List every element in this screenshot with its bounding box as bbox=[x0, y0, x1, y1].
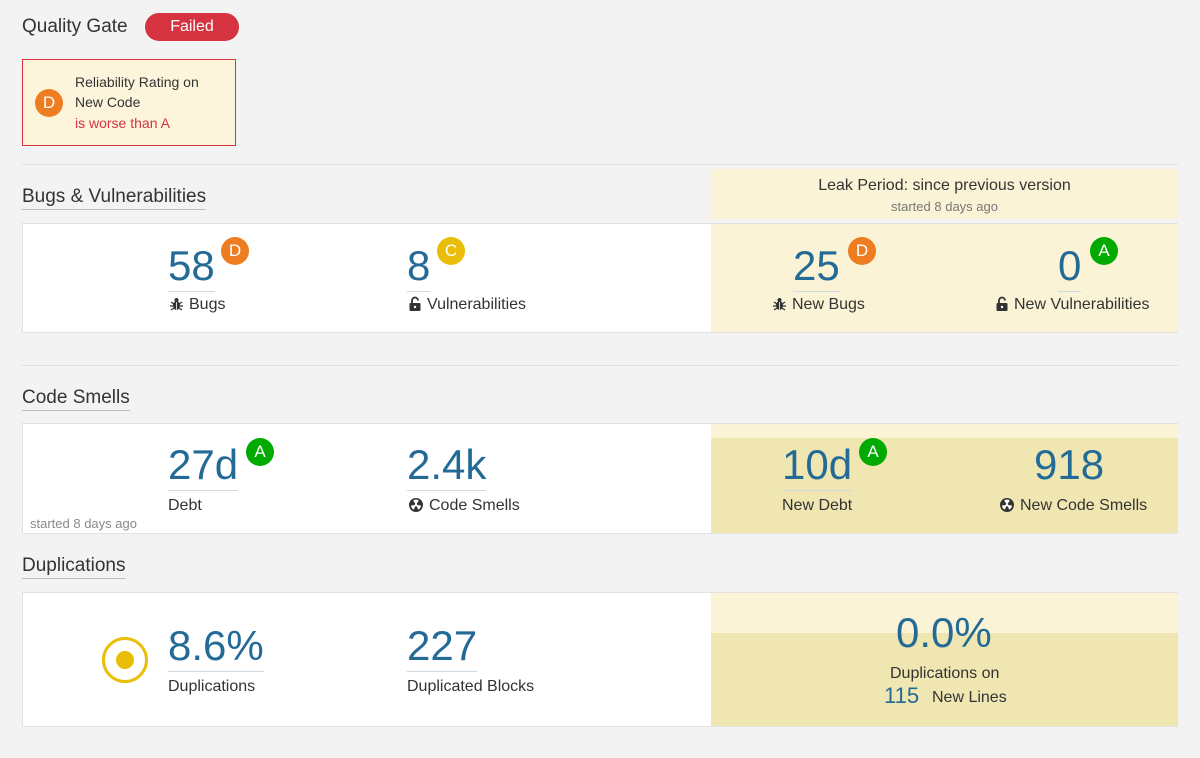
vulnerabilities-label: Vulnerabilities bbox=[409, 296, 526, 316]
condition-operator-label: is worse than A bbox=[75, 115, 170, 131]
quality-gate-title: Quality Gate bbox=[22, 16, 128, 37]
debt-value[interactable]: 27d bbox=[168, 441, 239, 491]
new-vulnerabilities-label-text: New Vulnerabilities bbox=[1014, 296, 1150, 313]
new-code-smells-label-text: New Code Smells bbox=[1020, 497, 1148, 514]
new-debt-value[interactable]: 10d bbox=[782, 441, 853, 491]
new-lines-value[interactable]: 115 bbox=[884, 683, 920, 708]
new-bugs-value[interactable]: 25 bbox=[793, 242, 840, 292]
new-code-smells-label: New Code Smells bbox=[1000, 497, 1147, 517]
leak-area-top bbox=[711, 593, 1178, 633]
radiation-icon bbox=[1000, 498, 1014, 517]
new-vulnerabilities-label: New Vulnerabilities bbox=[996, 296, 1149, 316]
leak-area bbox=[711, 424, 1178, 533]
leak-area-top bbox=[711, 424, 1178, 438]
leak-period-started: started 8 days ago bbox=[891, 199, 998, 214]
vulnerabilities-label-text: Vulnerabilities bbox=[427, 296, 527, 313]
bugs-value[interactable]: 58 bbox=[168, 242, 215, 292]
new-duplications-value[interactable]: 0.0% bbox=[896, 609, 992, 656]
bug-icon bbox=[773, 297, 786, 316]
new-vulnerabilities-value[interactable]: 0 bbox=[1058, 242, 1082, 292]
duplicated-blocks-label: Duplicated Blocks bbox=[407, 678, 535, 695]
new-bugs-rating-badge[interactable]: D bbox=[848, 237, 876, 265]
new-duplications-label: Duplications on bbox=[890, 665, 1000, 682]
new-lines-label: New Lines bbox=[932, 689, 1007, 706]
code-smells-label-text: Code Smells bbox=[429, 497, 520, 514]
unlock-icon bbox=[996, 296, 1008, 316]
unlock-icon bbox=[409, 296, 421, 316]
vulnerabilities-value[interactable]: 8 bbox=[407, 242, 431, 292]
code-smells-started: started 8 days ago bbox=[30, 516, 137, 531]
debt-rating-badge[interactable]: A bbox=[246, 438, 274, 466]
duplications-donut-icon bbox=[101, 636, 149, 684]
condition-metric-label: Reliability Rating on New Code bbox=[75, 74, 199, 110]
bugs-vulnerabilities-panel: 58 D Bugs 8 C Vulnerabilities 25 D New B… bbox=[22, 223, 1178, 333]
duplications-panel: 8.6% Duplications 227 Duplicated Blocks … bbox=[22, 592, 1178, 727]
new-code-smells-value[interactable]: 918 bbox=[1034, 441, 1105, 488]
duplications-label: Duplications bbox=[168, 678, 256, 695]
new-vulnerabilities-rating-badge[interactable]: A bbox=[1090, 237, 1118, 265]
quality-gate-status-badge: Failed bbox=[145, 13, 239, 41]
leak-period-title: Leak Period: since previous version bbox=[818, 177, 1071, 194]
bugs-label-text: Bugs bbox=[189, 296, 226, 313]
code-smells-panel: 27d A Debt started 8 days ago 2.4k Code … bbox=[22, 423, 1178, 534]
new-debt-rating-badge[interactable]: A bbox=[859, 438, 887, 466]
bugs-rating-badge[interactable]: D bbox=[221, 237, 249, 265]
divider bbox=[22, 164, 1178, 165]
bug-icon bbox=[170, 297, 183, 316]
condition-rating-badge: D bbox=[35, 89, 63, 117]
divider bbox=[22, 365, 1178, 366]
debt-label: Debt bbox=[168, 497, 202, 514]
duplications-value[interactable]: 8.6% bbox=[168, 622, 264, 672]
code-smells-value[interactable]: 2.4k bbox=[407, 441, 487, 491]
new-bugs-label: New Bugs bbox=[773, 296, 865, 316]
code-smells-label: Code Smells bbox=[409, 497, 520, 517]
bugs-vulnerabilities-title[interactable]: Bugs & Vulnerabilities bbox=[22, 186, 207, 210]
vulnerabilities-rating-badge[interactable]: C bbox=[437, 237, 465, 265]
code-smells-title[interactable]: Code Smells bbox=[22, 387, 130, 411]
failed-condition-box[interactable]: D Reliability Rating on New Code is wors… bbox=[22, 59, 236, 146]
new-bugs-label-text: New Bugs bbox=[792, 296, 865, 313]
bugs-label: Bugs bbox=[170, 296, 225, 316]
duplicated-blocks-value[interactable]: 227 bbox=[407, 622, 478, 672]
new-debt-label: New Debt bbox=[782, 497, 853, 514]
leak-period-header: Leak Period: since previous version star… bbox=[711, 169, 1178, 219]
duplications-title[interactable]: Duplications bbox=[22, 555, 126, 579]
radiation-icon bbox=[409, 498, 423, 517]
